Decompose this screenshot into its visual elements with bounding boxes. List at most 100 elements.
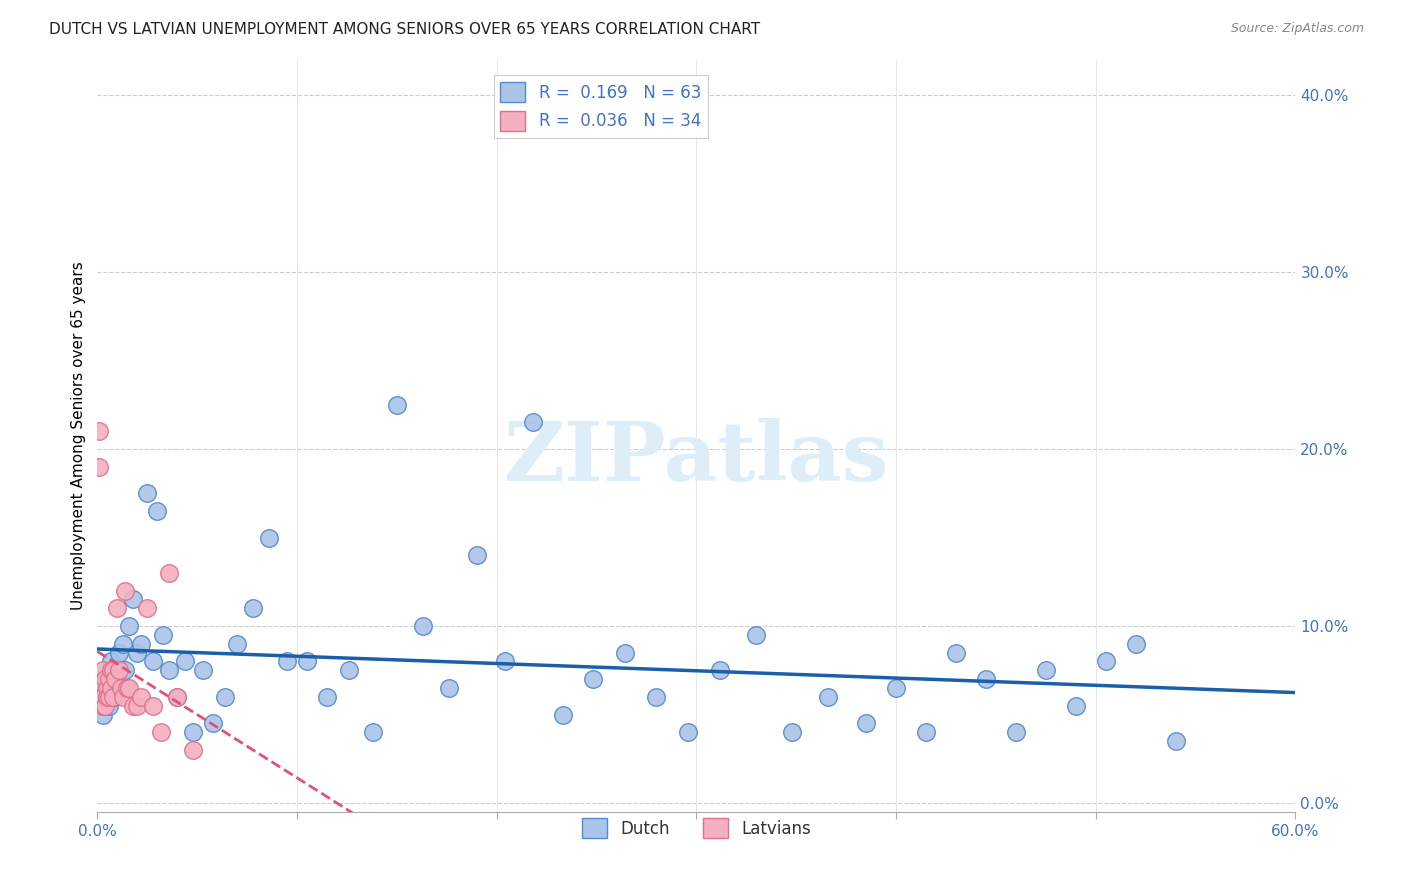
Point (122, 698, 145, 713)
Point (295, 655, 318, 669)
Point (257, 531, 280, 545)
Text: Source: ZipAtlas.com: Source: ZipAtlas.com (1230, 22, 1364, 36)
Point (915, 725, 938, 739)
Point (108, 663, 131, 677)
Point (974, 672, 997, 686)
Point (90, 690, 112, 704)
Point (214, 690, 236, 704)
Point (94, 698, 117, 713)
Point (96, 690, 118, 704)
Point (174, 655, 197, 669)
Point (118, 681, 141, 695)
Point (103, 663, 125, 677)
Point (152, 628, 174, 642)
Point (142, 698, 165, 713)
Point (226, 637, 249, 651)
Point (1064, 698, 1087, 713)
Point (202, 716, 225, 731)
Point (93, 698, 115, 713)
Point (129, 690, 152, 704)
Point (337, 663, 360, 677)
Point (127, 698, 149, 713)
Point (90, 681, 112, 695)
Point (613, 646, 636, 660)
Point (412, 619, 434, 633)
Point (157, 566, 180, 580)
Point (104, 672, 127, 686)
Point (93, 690, 115, 704)
Point (110, 681, 132, 695)
Point (96, 681, 118, 695)
Point (316, 690, 339, 704)
Point (522, 416, 544, 430)
Point (157, 663, 180, 677)
Point (98, 690, 121, 704)
Point (385, 398, 408, 412)
Point (678, 725, 700, 739)
Point (361, 725, 384, 739)
Point (181, 725, 204, 739)
Point (437, 681, 460, 695)
Point (105, 672, 128, 686)
Point (193, 663, 215, 677)
Point (1125, 637, 1147, 651)
Point (96, 681, 118, 695)
Point (98, 672, 121, 686)
Point (181, 743, 204, 757)
Point (1005, 725, 1028, 739)
Point (103, 690, 125, 704)
Text: DUTCH VS LATVIAN UNEMPLOYMENT AMONG SENIORS OVER 65 YEARS CORRELATION CHART: DUTCH VS LATVIAN UNEMPLOYMENT AMONG SENI… (49, 22, 761, 37)
Point (90, 690, 112, 704)
Point (108, 646, 131, 660)
Point (122, 592, 145, 607)
Point (855, 716, 877, 731)
Point (136, 486, 159, 500)
Point (146, 504, 169, 518)
Point (127, 646, 149, 660)
Point (104, 690, 127, 704)
Point (93, 707, 115, 722)
Point (884, 681, 907, 695)
Point (100, 655, 122, 669)
Point (112, 637, 135, 651)
Point (494, 655, 516, 669)
Point (780, 725, 803, 739)
Text: ZIPatlas: ZIPatlas (503, 418, 889, 499)
Point (745, 628, 768, 642)
Point (94, 672, 117, 686)
Point (150, 725, 173, 739)
Point (94, 672, 117, 686)
Point (645, 690, 668, 704)
Point (112, 690, 135, 704)
Point (166, 690, 188, 704)
Point (89, 425, 111, 439)
Point (118, 619, 141, 633)
Legend: Dutch, Latvians: Dutch, Latvians (575, 811, 818, 845)
Point (581, 672, 603, 686)
Point (105, 601, 128, 615)
Point (1094, 655, 1116, 669)
Point (1035, 663, 1057, 677)
Point (93, 663, 115, 677)
Point (114, 663, 136, 677)
Point (103, 663, 125, 677)
Point (142, 655, 165, 669)
Point (465, 548, 488, 562)
Point (89, 698, 111, 713)
Point (136, 601, 159, 615)
Y-axis label: Unemployment Among Seniors over 65 years: Unemployment Among Seniors over 65 years (72, 261, 86, 610)
Point (242, 601, 264, 615)
Point (1164, 734, 1187, 748)
Point (114, 583, 136, 598)
Point (945, 646, 967, 660)
Point (89, 459, 111, 474)
Point (166, 690, 188, 704)
Point (98, 698, 121, 713)
Point (110, 681, 132, 695)
Point (117, 681, 139, 695)
Point (709, 663, 731, 677)
Point (100, 681, 122, 695)
Point (129, 637, 152, 651)
Point (276, 655, 298, 669)
Point (100, 663, 122, 677)
